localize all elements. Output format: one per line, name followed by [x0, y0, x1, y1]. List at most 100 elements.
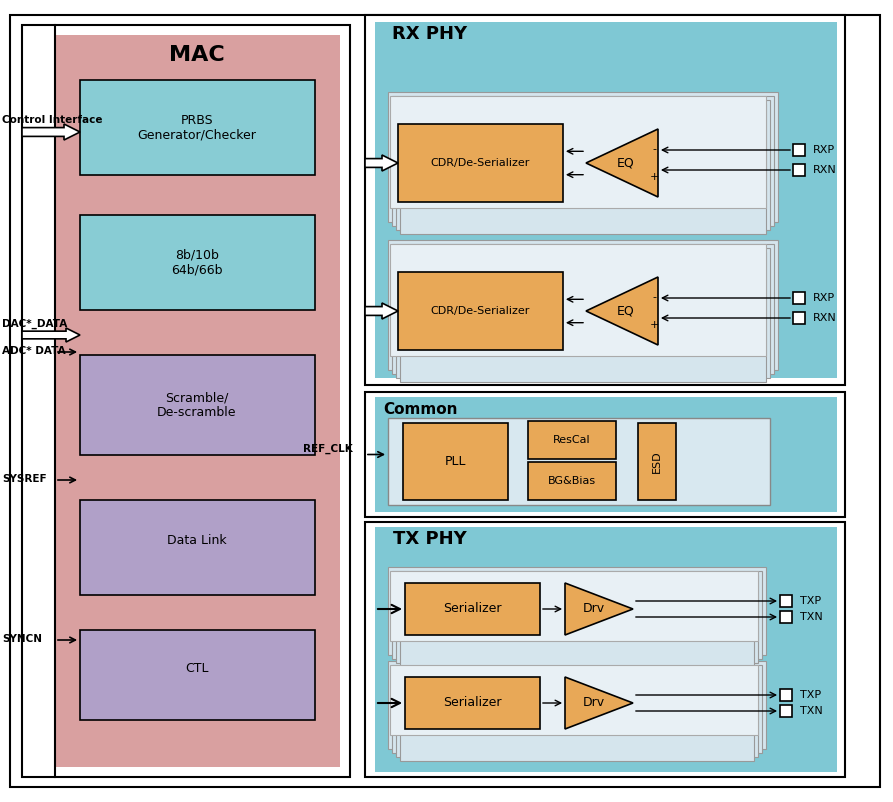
- Text: Scramble/: Scramble/: [165, 391, 229, 404]
- FancyBboxPatch shape: [390, 244, 766, 356]
- Text: CDR/De-Serializer: CDR/De-Serializer: [430, 158, 530, 168]
- Text: TXN: TXN: [800, 612, 822, 622]
- FancyBboxPatch shape: [388, 567, 766, 655]
- Text: -: -: [652, 292, 656, 302]
- Text: EQ: EQ: [617, 156, 634, 169]
- FancyBboxPatch shape: [375, 527, 837, 772]
- FancyBboxPatch shape: [400, 104, 766, 234]
- Text: RXN: RXN: [813, 165, 837, 175]
- Polygon shape: [365, 303, 398, 319]
- FancyBboxPatch shape: [80, 80, 315, 175]
- Text: De-scramble: De-scramble: [157, 406, 237, 419]
- Text: Drv: Drv: [582, 696, 605, 710]
- Text: +: +: [649, 320, 659, 330]
- FancyBboxPatch shape: [390, 96, 766, 208]
- FancyBboxPatch shape: [365, 522, 845, 777]
- Polygon shape: [22, 124, 80, 140]
- Text: TXP: TXP: [800, 596, 822, 606]
- Text: BG&Bias: BG&Bias: [548, 476, 596, 486]
- Polygon shape: [586, 277, 658, 345]
- Text: Serializer: Serializer: [443, 602, 502, 615]
- FancyBboxPatch shape: [388, 418, 770, 505]
- FancyBboxPatch shape: [780, 611, 792, 623]
- FancyBboxPatch shape: [780, 689, 792, 701]
- FancyBboxPatch shape: [793, 164, 805, 176]
- FancyBboxPatch shape: [780, 705, 792, 717]
- FancyBboxPatch shape: [528, 421, 616, 459]
- FancyBboxPatch shape: [403, 423, 508, 500]
- FancyBboxPatch shape: [398, 272, 563, 350]
- FancyBboxPatch shape: [396, 669, 758, 757]
- Polygon shape: [565, 677, 633, 729]
- FancyBboxPatch shape: [396, 575, 758, 663]
- FancyBboxPatch shape: [780, 595, 792, 607]
- FancyBboxPatch shape: [388, 92, 778, 222]
- Text: TXP: TXP: [800, 690, 822, 700]
- Text: 64b/66b: 64b/66b: [171, 264, 222, 277]
- Text: 8b/10b: 8b/10b: [175, 249, 219, 261]
- Text: ESD: ESD: [652, 450, 662, 473]
- FancyBboxPatch shape: [375, 397, 837, 512]
- FancyBboxPatch shape: [22, 25, 350, 777]
- FancyBboxPatch shape: [528, 462, 616, 500]
- Text: PRBS: PRBS: [180, 114, 213, 127]
- FancyBboxPatch shape: [365, 15, 845, 385]
- Polygon shape: [586, 129, 658, 197]
- Text: Control Interface: Control Interface: [2, 115, 103, 125]
- FancyBboxPatch shape: [80, 355, 315, 455]
- FancyBboxPatch shape: [793, 292, 805, 304]
- Text: ResCal: ResCal: [553, 435, 591, 445]
- FancyBboxPatch shape: [793, 144, 805, 156]
- Polygon shape: [365, 155, 398, 171]
- FancyBboxPatch shape: [396, 100, 770, 230]
- FancyBboxPatch shape: [392, 96, 774, 226]
- Text: Common: Common: [383, 402, 457, 416]
- FancyBboxPatch shape: [388, 240, 778, 370]
- Text: DAC*_DATA: DAC*_DATA: [2, 319, 67, 329]
- FancyBboxPatch shape: [638, 423, 676, 500]
- Text: TX PHY: TX PHY: [393, 530, 467, 548]
- Text: Generator/Checker: Generator/Checker: [138, 128, 256, 141]
- Text: RX PHY: RX PHY: [392, 25, 468, 43]
- FancyBboxPatch shape: [405, 583, 540, 635]
- Text: MAC: MAC: [169, 45, 225, 65]
- FancyBboxPatch shape: [375, 22, 837, 378]
- FancyBboxPatch shape: [400, 673, 754, 761]
- Text: PLL: PLL: [444, 455, 466, 468]
- FancyBboxPatch shape: [392, 571, 762, 659]
- Text: -: -: [652, 144, 656, 154]
- Polygon shape: [22, 328, 80, 342]
- Text: SYSREF: SYSREF: [2, 474, 46, 484]
- FancyBboxPatch shape: [55, 35, 340, 767]
- Text: REF_CLK: REF_CLK: [304, 444, 353, 454]
- Text: +: +: [649, 172, 659, 182]
- Text: CTL: CTL: [185, 662, 209, 674]
- FancyBboxPatch shape: [390, 571, 758, 641]
- FancyBboxPatch shape: [392, 665, 762, 753]
- FancyBboxPatch shape: [793, 312, 805, 324]
- Polygon shape: [565, 583, 633, 635]
- Text: RXN: RXN: [813, 313, 837, 323]
- FancyBboxPatch shape: [10, 15, 880, 787]
- FancyBboxPatch shape: [396, 248, 770, 378]
- Text: TXN: TXN: [800, 706, 822, 716]
- Text: SYNCN: SYNCN: [2, 634, 42, 644]
- Text: RXP: RXP: [813, 145, 835, 155]
- Text: EQ: EQ: [617, 305, 634, 318]
- FancyBboxPatch shape: [388, 661, 766, 749]
- Text: ADC* DATA: ADC* DATA: [2, 346, 65, 356]
- FancyBboxPatch shape: [405, 677, 540, 729]
- Text: CDR/De-Serializer: CDR/De-Serializer: [430, 306, 530, 316]
- Text: RXP: RXP: [813, 293, 835, 303]
- Text: Data Link: Data Link: [167, 533, 227, 546]
- FancyBboxPatch shape: [398, 124, 563, 202]
- FancyBboxPatch shape: [392, 244, 774, 374]
- FancyBboxPatch shape: [365, 392, 845, 517]
- Text: Serializer: Serializer: [443, 696, 502, 710]
- Text: Drv: Drv: [582, 602, 605, 615]
- FancyBboxPatch shape: [80, 630, 315, 720]
- FancyBboxPatch shape: [400, 579, 754, 667]
- FancyBboxPatch shape: [80, 500, 315, 595]
- FancyBboxPatch shape: [80, 215, 315, 310]
- FancyBboxPatch shape: [400, 252, 766, 382]
